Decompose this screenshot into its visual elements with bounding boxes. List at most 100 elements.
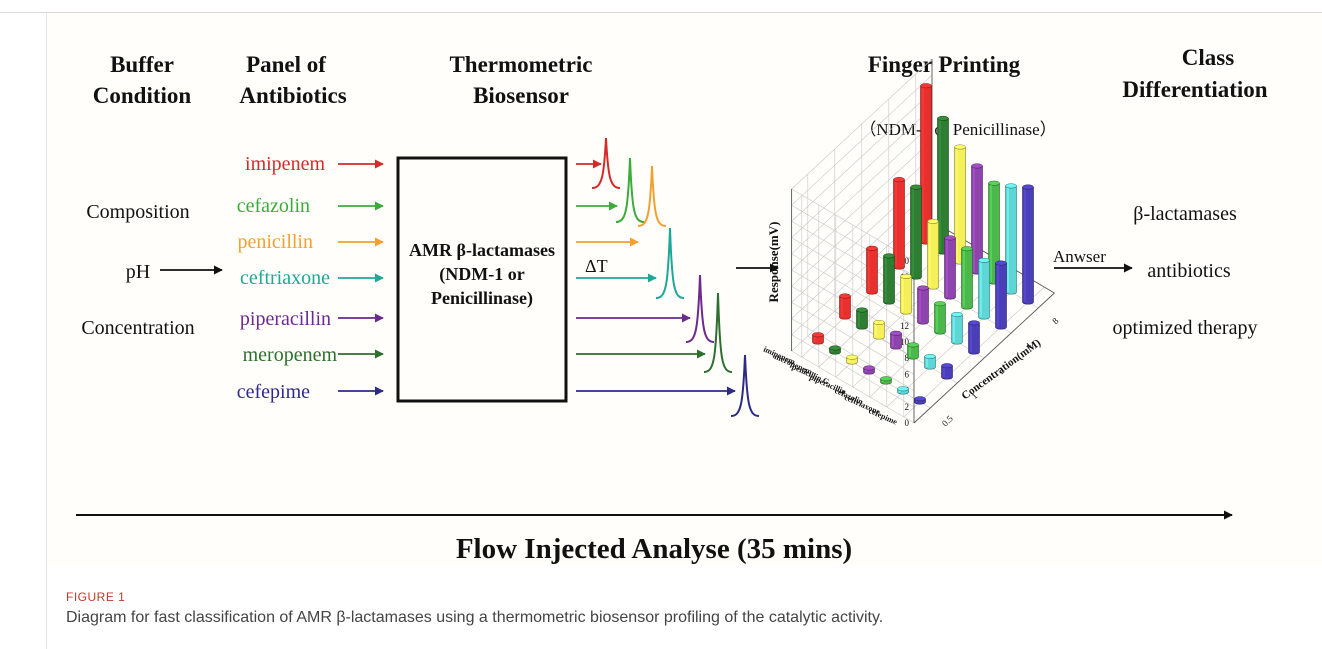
answer-label: Anwser [1053,247,1106,266]
bar-ceftriaxone-0.5 [897,386,909,395]
bar-penicillin-G-2 [900,273,912,315]
bar-imipenem-8 [920,83,932,245]
output-arrows [576,159,736,396]
bar-cap [883,253,895,259]
bar-ceftriaxone-2 [951,312,963,345]
conc-tick-label: 0.5 [940,413,955,428]
bar-cap [920,83,932,89]
bar-highlight [963,248,965,307]
bar-highlight [946,237,948,297]
class-item-beta-lactamases: β-lactamases [1133,203,1237,225]
bar-cap [917,285,929,291]
bar-penicillin-G-4 [927,218,939,290]
bar-highlight [980,260,982,317]
y-tick-label: 6 [905,369,910,379]
bar-cap [978,257,990,263]
bar-piperacillin-2 [917,285,929,325]
header-finger-printing: Finger Printing [868,52,1021,77]
bar-cap [880,376,892,382]
bar-highlight [902,276,904,312]
bar-imipenem-1 [839,293,851,320]
bar-meropenem-0.5 [829,345,841,355]
bar-cap [1022,184,1034,190]
bar-highlight [970,322,972,352]
figure-top-border [0,12,1322,13]
bar-highlight [973,165,975,272]
buffer-item-ph: pH [126,261,150,283]
bar-cefepime-1 [941,363,953,380]
bar-highlight [909,344,911,357]
bar-cap [856,307,868,313]
bar-highlight [936,303,938,332]
y-tick-label: 2 [905,402,910,412]
chart-bars [812,83,1034,405]
bar-ceftriaxone-4 [978,257,990,320]
bar-cap [893,177,905,182]
bar-highlight [922,85,924,242]
bar-ceftriaxone-8 [1005,183,1017,295]
thermal-peak-cefepime [730,354,760,417]
thermal-peak-piperacillin [685,274,715,343]
bar-piperacillin-4 [944,235,956,300]
thermal-peak-ceftriaxone [655,227,685,299]
bar-cefepime-4 [995,260,1007,330]
bar-cap [954,144,966,150]
bar-cap [961,246,973,252]
bar-penicillin-G-1 [873,319,885,340]
antibiotic-label-meropenem: meropenem [243,344,338,366]
bar-cap [934,301,946,307]
bar-cefazolin-0.5 [880,376,892,385]
y-tick-label: 10 [900,337,910,347]
header-biosensor-line1: Thermometric [449,52,592,77]
bar-cap [846,354,858,360]
biosensor-box [396,156,568,403]
bar-cap [839,293,851,299]
conc-tick-label: 8 [1050,315,1061,326]
column-headers: Buffer Condition Panel of Antibiotics Th… [93,45,1268,108]
bar-highlight [848,357,850,362]
biosensor-box-text: AMR β-lactamases (NDM-1 or Penicillinase… [409,240,555,309]
bar-highlight [875,322,877,337]
y-tick-label: 12 [900,321,909,331]
bar-cap [863,365,875,371]
bar-cap [995,260,1007,266]
thermal-peak-penicillin [637,165,667,227]
finger-printing-subtitle: （NDM-1 or Penicillinase） [859,120,1056,139]
bar-meropenem-2 [883,253,895,305]
conc-tick-label: 4 [1023,340,1034,351]
bar-imipenem-2 [866,245,878,295]
bar-cap [927,218,939,224]
figure-panel [47,13,1322,565]
bar-highlight [1007,185,1009,292]
header-class-line2: Differentiation [1122,77,1267,102]
buffer-item-composition: Composition [86,201,189,223]
antibiotic-arrows [338,159,384,396]
bar-highlight [956,146,958,262]
bar-meropenem-1 [856,307,868,330]
antibiotic-list: imipenem cefazolin penicillin ceftriaxon… [237,153,338,403]
thermal-peak-imipenem [591,137,621,189]
figure-caption-label: FIGURE 1 [66,590,126,604]
conc-tick-label: 2 [996,366,1006,376]
figure-caption-text: Diagram for fast classification of AMR β… [66,609,884,626]
bar-cap [897,386,909,392]
bar-highlight [1024,186,1026,302]
bar-cap [900,273,912,279]
bar-cap [1005,183,1017,189]
header-buffer-line1: Buffer [110,52,174,77]
delta-t-label: ΔT [585,256,608,276]
class-item-antibiotics: antibiotics [1147,260,1231,282]
bar-cap [866,245,878,251]
chart-frame-edge [913,292,1055,424]
bar-cap [951,312,963,317]
bar-cap [829,345,841,351]
bar-cefepime-8 [1022,184,1034,305]
bar-cap [988,180,1000,186]
bar-piperacillin-0.5 [863,365,875,375]
bar-cefazolin-1 [907,342,919,360]
bar-highlight [943,365,945,377]
conc-tick-label: 1 [969,391,979,401]
bar-highlight [895,179,897,267]
